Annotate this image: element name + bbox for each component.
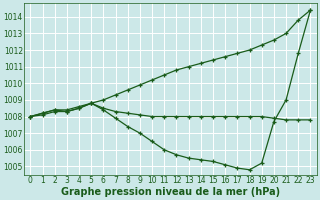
X-axis label: Graphe pression niveau de la mer (hPa): Graphe pression niveau de la mer (hPa) <box>61 187 280 197</box>
